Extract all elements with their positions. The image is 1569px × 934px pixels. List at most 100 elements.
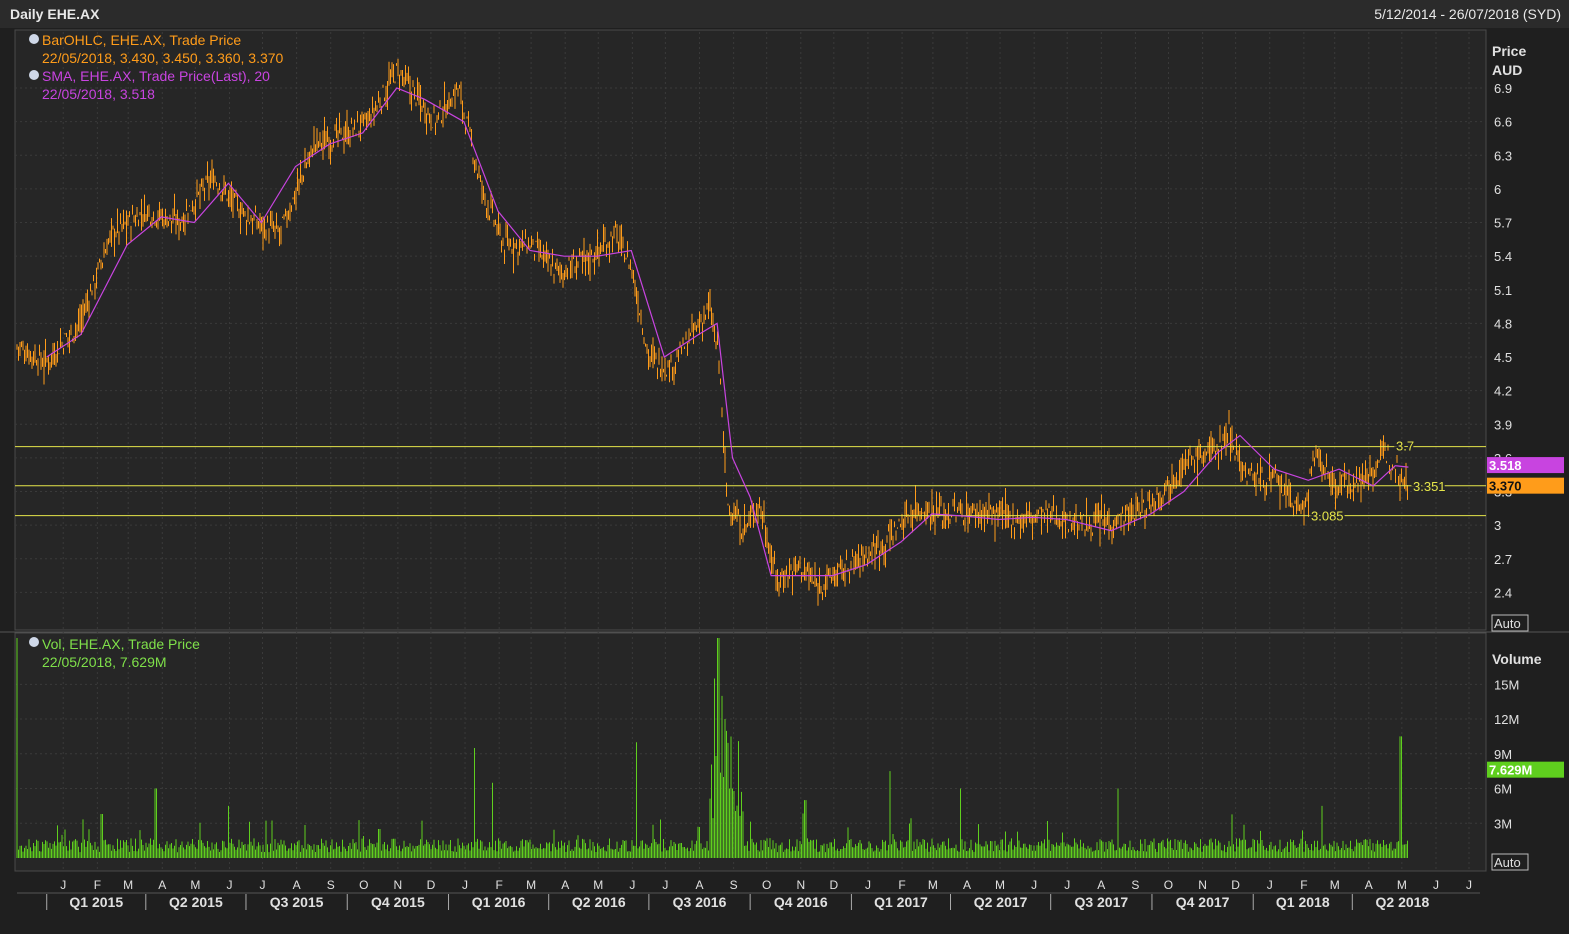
price-tick-label: 6	[1494, 182, 1501, 197]
volume-auto-label: Auto	[1494, 855, 1521, 870]
month-tick-label: J	[1031, 878, 1037, 892]
month-tick-label: N	[394, 878, 403, 892]
month-tick-label: F	[94, 878, 101, 892]
volume-axis-ticks: 15M 12M 9M 6M 3M	[1494, 677, 1519, 831]
volume-badge-value: 7.629M	[1489, 763, 1532, 778]
volume-legend-title: Vol, EHE.AX, Trade Price	[42, 636, 200, 652]
month-tick-label: F	[898, 878, 905, 892]
quarter-tick-label: Q1 2016	[472, 894, 526, 910]
quarter-tick-label: Q4 2016	[774, 894, 828, 910]
price-tick-label: 4.8	[1494, 316, 1512, 331]
price-tick-label: 3	[1494, 518, 1501, 533]
quarter-tick-label: Q4 2017	[1176, 894, 1230, 910]
month-tick-label: J	[865, 878, 871, 892]
price-tick-label: 5.4	[1494, 249, 1512, 264]
month-tick-label: D	[427, 878, 436, 892]
price-tick-label: 4.2	[1494, 384, 1512, 399]
price-auto-label: Auto	[1494, 616, 1521, 631]
close-badge-value: 3.370	[1489, 479, 1522, 494]
price-tick-label: 3.9	[1494, 417, 1512, 432]
month-tick-label: M	[1397, 878, 1407, 892]
month-tick-label: A	[1097, 878, 1105, 892]
price-axis-title: Price	[1492, 43, 1526, 59]
quarter-tick-label: Q4 2015	[371, 894, 425, 910]
sma-badge: 3.518	[1487, 457, 1564, 474]
month-tick-label: A	[1365, 878, 1373, 892]
month-tick-label: M	[1330, 878, 1340, 892]
month-tick-label: M	[190, 878, 200, 892]
month-tick-label: A	[963, 878, 971, 892]
quarter-tick-label: Q3 2016	[673, 894, 727, 910]
month-tick-label: J	[226, 878, 232, 892]
quarter-tick-label: Q2 2015	[169, 894, 223, 910]
volume-legend: Vol, EHE.AX, Trade Price 22/05/2018, 7.6…	[29, 636, 200, 670]
month-tick-label: A	[158, 878, 166, 892]
volume-tick-label: 3M	[1494, 816, 1512, 831]
month-tick-label: J	[462, 878, 468, 892]
level-label: 3.7	[1396, 439, 1414, 454]
volume-tick-label: 15M	[1494, 677, 1519, 692]
month-tick-label: N	[1198, 878, 1207, 892]
month-tick-label: N	[796, 878, 805, 892]
month-tick-label: O	[762, 878, 771, 892]
sma-line	[46, 87, 1409, 577]
month-tick-label: M	[526, 878, 536, 892]
date-range: 5/12/2014 - 26/07/2018 (SYD)	[1374, 6, 1561, 22]
month-tick-label: S	[327, 878, 335, 892]
sma-legend-value: 22/05/2018, 3.518	[42, 86, 155, 102]
month-tick-label: A	[293, 878, 301, 892]
month-tick-label: J	[60, 878, 66, 892]
price-axis-unit: AUD	[1492, 62, 1522, 78]
level-label: 3.085	[1311, 509, 1344, 524]
month-tick-label: M	[123, 878, 133, 892]
price-tick-label: 2.7	[1494, 552, 1512, 567]
month-tick-label: A	[696, 878, 704, 892]
month-tick-label: J	[1064, 878, 1070, 892]
month-tick-label: M	[593, 878, 603, 892]
volume-bars	[16, 638, 1408, 858]
sma-legend-title: SMA, EHE.AX, Trade Price(Last), 20	[42, 68, 270, 84]
chart-canvas[interactable]: 3.7 3.351 3.085 Price AUD 6.9 6.6 6.3 6 5.7 5.4…	[0, 28, 1569, 934]
ohlc-legend-value: 22/05/2018, 3.430, 3.450, 3.360, 3.370	[42, 50, 284, 66]
volume-axis-title: Volume	[1492, 651, 1542, 667]
sma-badge-value: 3.518	[1489, 458, 1522, 473]
quarter-tick-label: Q3 2017	[1074, 894, 1128, 910]
month-tick-label: J	[662, 878, 668, 892]
ohlc-legend-title: BarOHLC, EHE.AX, Trade Price	[42, 32, 241, 48]
sma-series	[46, 87, 1409, 577]
ohlc-series	[16, 58, 1408, 606]
ohlc-legend-icon[interactable]	[29, 34, 39, 44]
price-panel[interactable]	[14, 29, 1487, 631]
chart-title: Daily EHE.AX	[10, 6, 100, 22]
month-tick-label: F	[1300, 878, 1307, 892]
level-label: 3.351	[1413, 479, 1446, 494]
quarter-tick-label: Q1 2017	[874, 894, 928, 910]
volume-tick-label: 9M	[1494, 747, 1512, 762]
volume-legend-value: 22/05/2018, 7.629M	[42, 654, 167, 670]
month-tick-label: J	[1466, 878, 1472, 892]
volume-tick-label: 6M	[1494, 782, 1512, 797]
price-tick-label: 4.5	[1494, 350, 1512, 365]
month-tick-label: F	[495, 878, 502, 892]
quarter-tick-label: Q2 2018	[1376, 894, 1430, 910]
volume-tick-label: 12M	[1494, 712, 1519, 727]
month-tick-label: S	[1131, 878, 1139, 892]
price-legend: BarOHLC, EHE.AX, Trade Price 22/05/2018,…	[29, 32, 284, 102]
price-tick-label: 6.6	[1494, 115, 1512, 130]
month-tick-label: S	[730, 878, 738, 892]
month-tick-label: J	[1433, 878, 1439, 892]
price-tick-label: 6.3	[1494, 148, 1512, 163]
volume-legend-icon[interactable]	[29, 637, 39, 647]
price-tick-label: 2.4	[1494, 585, 1512, 600]
horizontal-levels: 3.7 3.351 3.085	[15, 437, 1486, 526]
month-tick-label: D	[1231, 878, 1240, 892]
sma-legend-icon[interactable]	[29, 70, 39, 80]
price-tick-label: 5.1	[1494, 283, 1512, 298]
volume-auto-button[interactable]	[1491, 853, 1529, 871]
month-tick-label: A	[561, 878, 569, 892]
month-tick-label: M	[995, 878, 1005, 892]
price-auto-button[interactable]	[1491, 614, 1529, 632]
close-badge: 3.370	[1487, 477, 1564, 494]
quarter-tick-label: Q2 2016	[572, 894, 626, 910]
